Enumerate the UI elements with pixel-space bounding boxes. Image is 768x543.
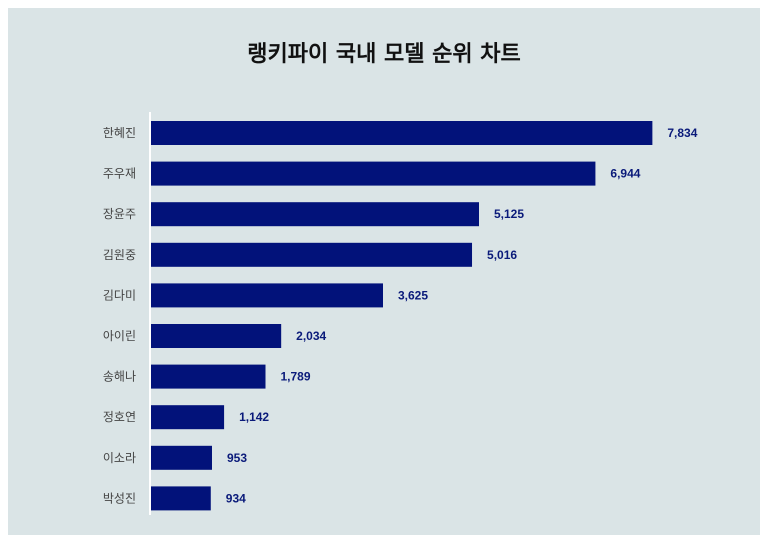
chart-title: 랭키파이 국내 모델 순위 차트 (247, 42, 521, 67)
value-label-3: 5,125 (494, 207, 524, 221)
value-label-6: 2,034 (296, 329, 326, 343)
bar-7 (151, 364, 266, 389)
bar-8 (151, 405, 225, 430)
bar-10 (151, 486, 211, 511)
category-label-9: 이소라 (103, 451, 136, 465)
category-label-4: 김원중 (103, 248, 136, 262)
category-label-10: 박성진 (103, 491, 136, 505)
value-labels: 7,834 6,944 5,125 5,016 3,625 2,034 1,789 1,142… (226, 126, 698, 505)
bars-group (151, 121, 653, 511)
category-label-1: 한혜진 (103, 126, 136, 140)
value-label-10: 934 (226, 491, 246, 505)
bar-9 (151, 445, 212, 470)
bar-6 (151, 324, 282, 348)
value-label-4: 5,016 (487, 248, 517, 262)
bar-4 (151, 242, 473, 267)
value-label-5: 3,625 (398, 288, 428, 302)
bar-2 (151, 161, 596, 186)
value-label-8: 1,142 (239, 410, 269, 424)
category-label-5: 김다미 (103, 288, 136, 302)
category-label-7: 송해나 (103, 370, 136, 384)
category-label-3: 장윤주 (103, 207, 136, 221)
bar-1 (151, 121, 653, 145)
value-label-2: 6,944 (610, 167, 640, 181)
value-label-7: 1,789 (280, 370, 310, 384)
category-label-8: 정호연 (103, 410, 136, 424)
chart-card (8, 8, 760, 535)
value-label-9: 953 (227, 451, 247, 465)
value-label-1: 7,834 (667, 126, 697, 140)
bar-3 (151, 202, 479, 227)
category-label-6: 아이린 (103, 329, 136, 343)
category-label-2: 주우재 (103, 167, 136, 181)
bar-5 (151, 283, 383, 308)
